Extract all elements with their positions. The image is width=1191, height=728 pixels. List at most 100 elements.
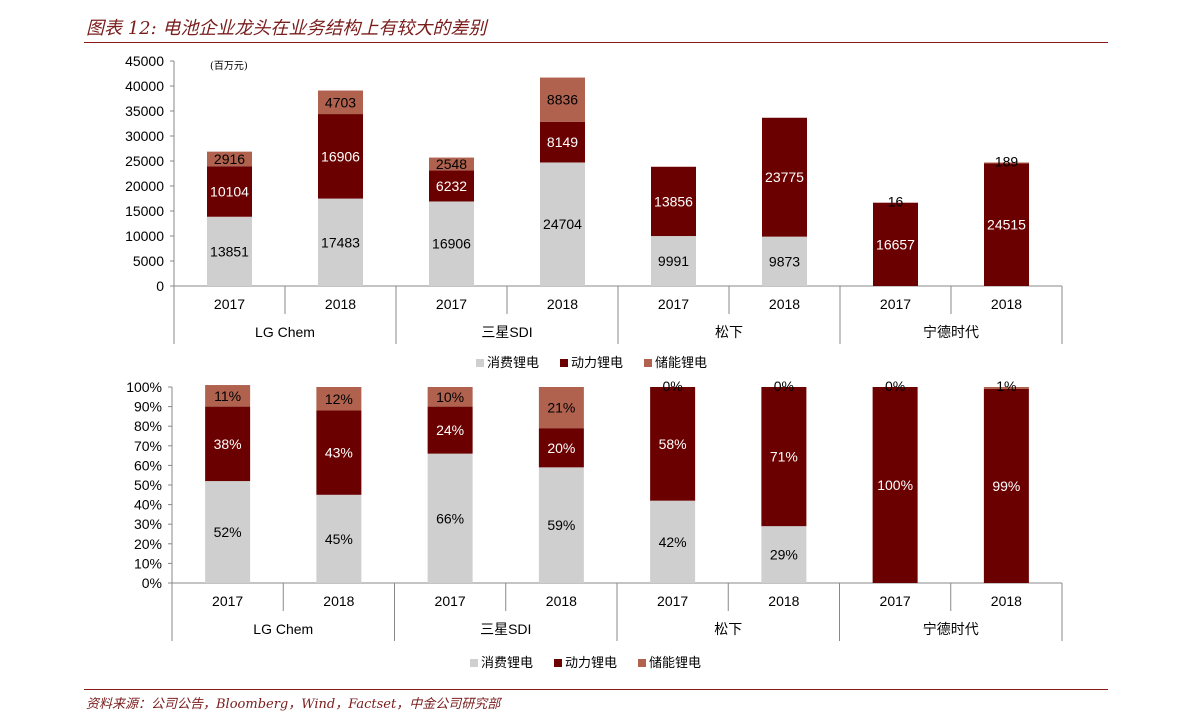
chart0-data-label: 8836 bbox=[547, 92, 578, 108]
chart0-legend-swatch bbox=[560, 359, 568, 367]
title-rule bbox=[84, 42, 1108, 43]
chart1-data-label: 52% bbox=[214, 524, 242, 540]
chart0-x-tick-label: 2018 bbox=[769, 296, 800, 312]
chart0-bar-0-1 bbox=[318, 198, 363, 286]
source-note: 资料来源：公司公告，Bloomberg，Wind，Factset，中金公司研究部 bbox=[86, 697, 501, 712]
chart0-bar-1-5 bbox=[762, 117, 807, 237]
chart1-data-label: 58% bbox=[659, 436, 687, 452]
chart1-y-tick-label: 50% bbox=[134, 477, 162, 493]
chart0-x-tick-label: 2017 bbox=[214, 296, 245, 312]
chart1-data-label: 24% bbox=[436, 422, 464, 438]
chart1-bar-1-1 bbox=[316, 410, 362, 495]
chart1-bar-2-0 bbox=[205, 385, 251, 407]
chart1-bar-2-3 bbox=[538, 387, 584, 429]
chart1-x-tick-label: 2017 bbox=[657, 593, 688, 609]
chart1-y-tick-label: 30% bbox=[134, 516, 162, 532]
chart1-data-label: 29% bbox=[770, 547, 798, 563]
chart0-y-tick-label: 25000 bbox=[125, 153, 164, 169]
chart0-bar-0-2 bbox=[429, 201, 474, 286]
chart1-bar-0-4 bbox=[650, 500, 696, 583]
chart0-y-tick-label: 0 bbox=[156, 278, 164, 294]
chart0-data-label: 16 bbox=[888, 194, 904, 210]
chart1-group-label: 宁德时代 bbox=[923, 621, 979, 637]
chart0-data-label: 16906 bbox=[321, 148, 360, 164]
chart1-bar-1-5 bbox=[761, 387, 807, 527]
chart1-y-tick-label: 40% bbox=[134, 497, 162, 513]
chart1-data-label: 0% bbox=[663, 378, 683, 394]
chart0-bar-0-0 bbox=[207, 216, 252, 286]
chart1-data-label: 1% bbox=[996, 378, 1016, 394]
chart0-y-tick-label: 35000 bbox=[125, 103, 164, 119]
chart1-bar-0-2 bbox=[427, 453, 473, 583]
chart1-data-label: 45% bbox=[325, 531, 353, 547]
chart1-y-tick-label: 100% bbox=[126, 379, 162, 395]
chart0-data-label: 2548 bbox=[436, 156, 467, 172]
chart1-data-label: 99% bbox=[992, 478, 1020, 494]
chart0-data-label: 9991 bbox=[658, 253, 689, 269]
chart1-bar-1-3 bbox=[538, 428, 584, 468]
chart0-bar-2-2 bbox=[429, 157, 474, 171]
chart0-data-label: 24515 bbox=[987, 217, 1026, 233]
chart0-data-label: 16657 bbox=[876, 236, 915, 252]
chart0-bar-2-0 bbox=[207, 151, 252, 167]
chart0-data-label: 6232 bbox=[436, 178, 467, 194]
chart0-data-label: 13856 bbox=[654, 193, 693, 209]
chart1-bar-1-2 bbox=[427, 406, 473, 454]
chart0-x-tick-label: 2018 bbox=[991, 296, 1022, 312]
chart0-bar-1-7 bbox=[984, 163, 1029, 286]
chart0-bar-1-4 bbox=[651, 166, 696, 237]
chart1-x-tick-label: 2017 bbox=[880, 593, 911, 609]
chart1-legend-swatch bbox=[554, 659, 562, 667]
chart1-bar-1-4 bbox=[650, 387, 696, 501]
chart1-legend-label: 消费锂电 bbox=[481, 656, 533, 671]
chart1-y-tick-label: 60% bbox=[134, 457, 162, 473]
chart1-bar-2-1 bbox=[316, 387, 362, 411]
chart0-bar-1-0 bbox=[207, 166, 252, 217]
chart1-legend-swatch bbox=[470, 659, 478, 667]
chart0-y-tick-label: 20000 bbox=[125, 178, 164, 194]
chart0-group-label: LG Chem bbox=[255, 324, 315, 340]
chart1-bar-0-0 bbox=[205, 481, 251, 583]
chart0-legend-swatch bbox=[476, 359, 484, 367]
chart0-bar-2-3 bbox=[540, 77, 585, 122]
chart0-legend-label: 储能锂电 bbox=[655, 356, 707, 371]
chart0-x-tick-label: 2017 bbox=[880, 296, 911, 312]
chart1-data-label: 71% bbox=[770, 449, 798, 465]
chart1-y-tick-label: 80% bbox=[134, 418, 162, 434]
chart0-data-label: 23775 bbox=[765, 169, 804, 185]
chart1-legend-label: 储能锂电 bbox=[649, 656, 701, 671]
chart0-data-label: 17483 bbox=[321, 234, 360, 250]
chart1-data-label: 59% bbox=[547, 517, 575, 533]
chart1-bar-1-7 bbox=[983, 388, 1029, 583]
chart1-data-label: 0% bbox=[774, 378, 794, 394]
chart0-bar-0-3 bbox=[540, 162, 585, 286]
chart1-y-tick-label: 10% bbox=[134, 555, 162, 571]
chart1-bar-0-3 bbox=[538, 467, 584, 583]
chart0-bar-2-1 bbox=[318, 90, 363, 115]
chart1-data-label: 38% bbox=[214, 436, 242, 452]
chart1-data-label: 11% bbox=[214, 388, 241, 404]
chart0-legend-swatch bbox=[644, 359, 652, 367]
chart1-legend-label: 动力锂电 bbox=[565, 656, 617, 671]
chart0-data-label: 8149 bbox=[547, 134, 578, 150]
chart0-data-label: 16906 bbox=[432, 236, 471, 252]
chart1-data-label: 21% bbox=[547, 400, 575, 416]
chart0-data-label: 9873 bbox=[769, 253, 800, 269]
chart0-data-label: 189 bbox=[995, 153, 1019, 169]
chart1-data-label: 42% bbox=[659, 534, 687, 550]
chart1-data-label: 66% bbox=[436, 510, 464, 526]
chart1-x-tick-label: 2018 bbox=[546, 593, 577, 609]
chart0-data-label: 10104 bbox=[210, 183, 249, 199]
chart0-bar-1-3 bbox=[540, 121, 585, 163]
chart1-data-label: 43% bbox=[325, 445, 353, 461]
chart0-y-tick-label: 45000 bbox=[125, 53, 164, 69]
chart0-group-label: 三星SDI bbox=[481, 324, 532, 340]
chart0-data-label: 4703 bbox=[325, 94, 356, 110]
chart0-data-label: 2916 bbox=[214, 151, 245, 167]
chart1-y-tick-label: 20% bbox=[134, 536, 162, 552]
chart1-bar-0-5 bbox=[761, 526, 807, 583]
chart1-x-tick-label: 2017 bbox=[212, 593, 243, 609]
chart0-y-tick-label: 10000 bbox=[125, 228, 164, 244]
chart0-bar-1-1 bbox=[318, 114, 363, 199]
chart0-y-tick-label: 15000 bbox=[125, 203, 164, 219]
